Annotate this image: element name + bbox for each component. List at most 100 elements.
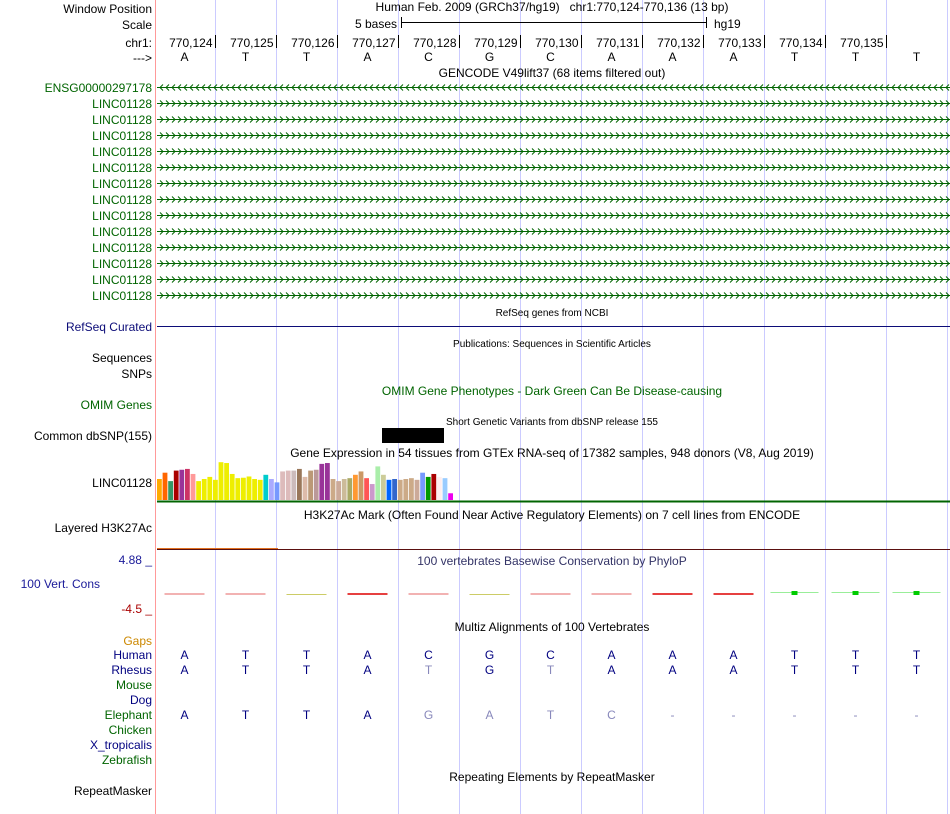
gtex-tissue-bar[interactable]: [291, 470, 297, 500]
gencode-gene-row[interactable]: LINC01128: [92, 209, 950, 223]
gencode-gene-label[interactable]: LINC01128: [92, 97, 152, 111]
h3k27ac-label[interactable]: Layered H3K27Ac: [55, 521, 152, 535]
gencode-gene-label[interactable]: LINC01128: [92, 129, 152, 143]
gtex-tissue-bar[interactable]: [347, 478, 353, 500]
gtex-tissue-bar[interactable]: [185, 468, 190, 500]
gencode-gene-row[interactable]: LINC01128: [92, 193, 950, 207]
repeatmasker-label[interactable]: RepeatMasker: [74, 784, 152, 798]
gtex-tissue-bar[interactable]: [263, 474, 269, 500]
gencode-gene-row[interactable]: LINC01128: [92, 241, 950, 255]
gtex-tissue-bar[interactable]: [224, 463, 229, 500]
gtex-tissue-bar[interactable]: [229, 473, 235, 500]
gencode-gene-label[interactable]: ENSG00000297178: [45, 81, 153, 95]
multiz-species-label[interactable]: Zebrafish: [102, 753, 152, 767]
gtex-tissue-bar[interactable]: [257, 479, 263, 500]
gtex-tissue-bar[interactable]: [397, 479, 403, 500]
gtex-tissue-bar[interactable]: [201, 479, 207, 500]
multiz-species-row[interactable]: X_tropicalis: [90, 738, 152, 752]
gencode-gene-row[interactable]: LINC01128: [92, 225, 950, 239]
gtex-tissue-bar[interactable]: [274, 482, 280, 500]
strand-label[interactable]: --->: [133, 51, 152, 65]
gtex-tissue-bar[interactable]: [297, 468, 302, 500]
gencode-gene-label[interactable]: LINC01128: [92, 241, 152, 255]
multiz-species-label[interactable]: X_tropicalis: [90, 738, 152, 752]
gencode-gene-row[interactable]: LINC01128: [92, 257, 950, 271]
scale-label[interactable]: Scale: [122, 18, 152, 32]
gtex-tissue-bar[interactable]: [241, 477, 246, 500]
gtex-tissue-bar[interactable]: [425, 476, 431, 500]
multiz-species-row[interactable]: Human A T T A C G C A A A T T T: [113, 648, 921, 662]
gtex-tissue-bar[interactable]: [280, 471, 285, 500]
gtex-tissue-bar[interactable]: [173, 470, 179, 500]
gencode-gene-label[interactable]: LINC01128: [92, 177, 152, 191]
phylop-score-mark[interactable]: [791, 591, 798, 595]
chrom-label[interactable]: chr1:: [125, 36, 152, 50]
phylop-label[interactable]: 100 Vert. Cons: [21, 577, 100, 591]
gencode-gene-row[interactable]: LINC01128: [92, 145, 950, 159]
gencode-gene-label[interactable]: LINC01128: [92, 161, 152, 175]
gencode-gene-label[interactable]: LINC01128: [92, 209, 152, 223]
multiz-species-label[interactable]: Elephant: [105, 708, 153, 722]
gtex-tissue-bar[interactable]: [190, 473, 196, 500]
gencode-gene-row[interactable]: ENSG00000297178: [45, 81, 950, 95]
gtex-tissue-bar[interactable]: [213, 479, 218, 500]
gtex-tissue-bar[interactable]: [386, 479, 392, 500]
gencode-gene-row[interactable]: LINC01128: [92, 113, 950, 127]
gtex-tissue-bar[interactable]: [381, 474, 386, 500]
gencode-gene-row[interactable]: LINC01128: [92, 129, 950, 143]
gtex-tissue-bar[interactable]: [168, 481, 173, 500]
gtex-tissue-bar[interactable]: [358, 471, 364, 500]
gencode-gene-row[interactable]: LINC01128: [92, 273, 950, 287]
gtex-tissue-bar[interactable]: [341, 479, 347, 500]
gtex-tissue-bar[interactable]: [330, 479, 336, 500]
gtex-tissue-bar[interactable]: [269, 479, 274, 500]
gtex-tissue-bar[interactable]: [207, 476, 213, 500]
multiz-species-row[interactable]: Dog: [130, 693, 152, 707]
h3k27ac-signal[interactable]: [157, 548, 950, 550]
gtex-tissue-bar[interactable]: [409, 478, 414, 500]
multiz-species-label[interactable]: Chicken: [109, 723, 152, 737]
gtex-tissue-bar[interactable]: [313, 469, 319, 500]
dbsnp-variant[interactable]: [382, 428, 444, 443]
gencode-gene-label[interactable]: LINC01128: [92, 257, 152, 271]
refseq-label[interactable]: RefSeq Curated: [66, 320, 152, 334]
multiz-species-label[interactable]: Human: [113, 648, 152, 662]
multiz-species-label[interactable]: Rhesus: [111, 663, 152, 677]
gtex-tissue-bar[interactable]: [403, 479, 409, 500]
gtex-label[interactable]: LINC01128: [92, 476, 152, 490]
publications-snps-label[interactable]: SNPs: [121, 367, 152, 381]
multiz-species-row[interactable]: Mouse: [116, 678, 152, 692]
multiz-species-row[interactable]: Zebrafish: [102, 753, 152, 767]
multiz-species-row[interactable]: Rhesus A T T A T G T A A A T T T: [111, 663, 921, 677]
gtex-tissue-bar[interactable]: [448, 493, 453, 500]
gtex-tissue-bar[interactable]: [431, 473, 437, 500]
phylop-score-mark[interactable]: [852, 591, 859, 595]
gtex-tissue-bar[interactable]: [218, 462, 224, 500]
gencode-gene-row[interactable]: LINC01128: [92, 161, 950, 175]
gencode-gene-row[interactable]: LINC01128: [92, 289, 950, 303]
gencode-gene-label[interactable]: LINC01128: [92, 193, 152, 207]
gtex-tissue-bar[interactable]: [442, 478, 448, 500]
base-position-ruler[interactable]: 770,124 770,125 770,126 770,127 770,128 770,1…: [169, 35, 887, 50]
gencode-gene-label[interactable]: LINC01128: [92, 225, 152, 239]
gtex-tissue-bar[interactable]: [364, 478, 369, 500]
phylop-score-mark[interactable]: [913, 591, 920, 595]
gtex-bar-chart[interactable]: [157, 462, 453, 500]
gtex-tissue-bar[interactable]: [336, 481, 341, 500]
multiz-species-row[interactable]: Elephant A T T A G A T C - - - - -: [105, 708, 919, 722]
gtex-tissue-bar[interactable]: [285, 470, 291, 500]
gtex-tissue-bar[interactable]: [392, 479, 397, 500]
multiz-species-label[interactable]: Mouse: [116, 678, 152, 692]
gencode-gene-row[interactable]: LINC01128: [92, 177, 950, 191]
gencode-gene-label[interactable]: LINC01128: [92, 145, 152, 159]
publications-sequences-label[interactable]: Sequences: [92, 351, 152, 365]
gtex-tissue-bar[interactable]: [196, 481, 201, 500]
gtex-tissue-bar[interactable]: [437, 476, 442, 500]
gtex-tissue-bar[interactable]: [162, 472, 168, 500]
gtex-tissue-bar[interactable]: [179, 469, 185, 500]
dbsnp-label[interactable]: Common dbSNP(155): [34, 429, 152, 443]
gtex-tissue-bar[interactable]: [302, 476, 308, 500]
gtex-tissue-bar[interactable]: [319, 463, 325, 500]
